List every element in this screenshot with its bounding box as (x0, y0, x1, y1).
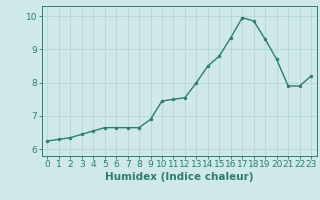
X-axis label: Humidex (Indice chaleur): Humidex (Indice chaleur) (105, 172, 253, 182)
